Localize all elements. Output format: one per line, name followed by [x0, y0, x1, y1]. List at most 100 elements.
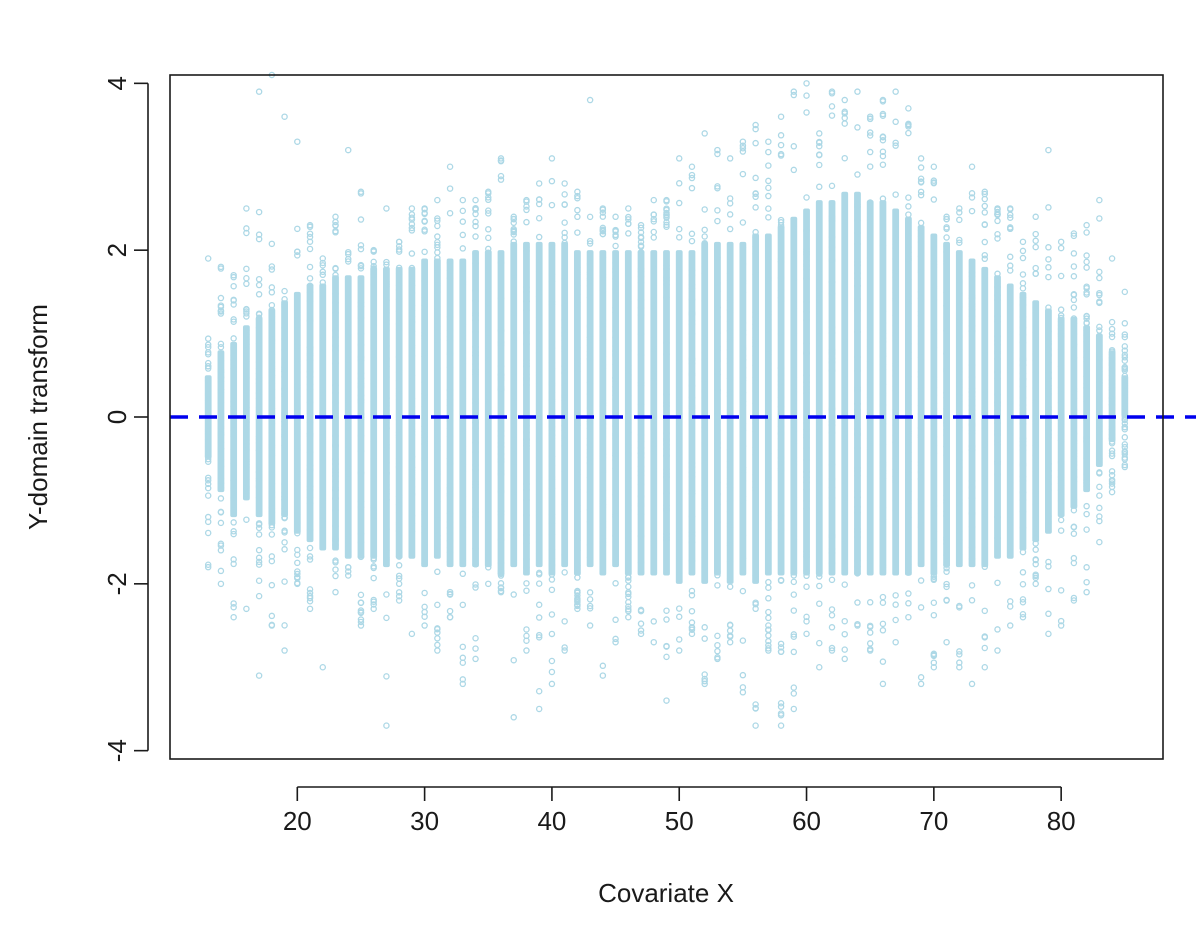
data-point	[408, 289, 416, 297]
data-point	[816, 453, 823, 461]
data-point	[994, 437, 1001, 445]
data-point	[408, 227, 416, 234]
data-point	[866, 234, 874, 242]
data-point	[688, 490, 696, 497]
data-point	[968, 555, 976, 563]
data-point	[968, 292, 976, 300]
data-point	[841, 338, 848, 345]
data-point	[726, 346, 734, 354]
dense-core	[408, 266, 416, 559]
data-point	[637, 559, 645, 566]
data-point	[1070, 502, 1078, 509]
data-point	[663, 534, 670, 541]
data-point	[421, 403, 428, 411]
data-point	[816, 464, 823, 471]
data-point	[968, 597, 976, 604]
data-point	[943, 426, 950, 433]
data-point	[981, 202, 989, 210]
data-point	[994, 391, 1001, 398]
data-point	[370, 556, 377, 563]
data-point	[459, 601, 467, 609]
data-point	[370, 352, 377, 360]
data-point	[866, 629, 874, 636]
data-point	[1032, 369, 1039, 377]
data-point	[828, 359, 836, 366]
data-point	[574, 515, 581, 523]
data-point	[765, 450, 772, 457]
data-point	[434, 239, 441, 246]
data-point	[344, 564, 352, 571]
data-point	[306, 448, 314, 456]
data-point	[637, 431, 645, 439]
data-point	[370, 379, 377, 387]
data-point	[828, 215, 836, 223]
data-point	[306, 275, 314, 282]
data-point	[319, 438, 327, 445]
data-point	[255, 577, 263, 584]
data-point	[535, 412, 543, 419]
data-point	[625, 598, 632, 606]
data-point	[1006, 512, 1014, 520]
data-point	[217, 303, 225, 311]
data-point	[294, 520, 301, 527]
data-point	[1019, 405, 1027, 413]
data-point	[319, 386, 327, 393]
data-point	[1032, 501, 1039, 508]
data-point	[599, 323, 607, 330]
data-point	[459, 320, 467, 328]
data-point	[306, 346, 314, 353]
data-point	[434, 303, 441, 311]
data-point	[1070, 405, 1078, 413]
data-point	[625, 475, 632, 483]
data-point	[230, 560, 237, 568]
data-point	[255, 324, 263, 332]
data-point	[281, 489, 288, 497]
data-point	[994, 369, 1001, 376]
dense-core	[217, 350, 225, 493]
data-point	[968, 373, 976, 381]
data-point	[586, 351, 594, 359]
data-point	[548, 473, 556, 481]
data-point	[599, 467, 607, 475]
data-point	[1096, 298, 1103, 305]
data-point	[357, 303, 365, 310]
data-point	[561, 316, 568, 324]
data-point	[1032, 442, 1039, 450]
data-point	[1096, 323, 1103, 331]
data-point	[510, 391, 517, 399]
data-point	[854, 533, 861, 541]
data-point	[625, 574, 632, 581]
data-point	[1019, 375, 1027, 383]
data-point	[879, 461, 887, 468]
point-column-49	[663, 196, 670, 704]
data-point	[408, 528, 416, 535]
data-point	[828, 112, 836, 119]
data-point	[968, 396, 976, 403]
data-point	[612, 259, 619, 267]
data-point	[459, 449, 467, 457]
data-point	[497, 456, 505, 463]
data-point	[726, 498, 734, 505]
point-column-63	[841, 96, 849, 663]
data-point	[204, 477, 212, 484]
data-point	[1096, 382, 1103, 390]
data-point	[255, 592, 263, 600]
data-point	[790, 166, 798, 174]
data-point	[421, 305, 428, 313]
data-point	[714, 582, 721, 589]
data-point	[879, 350, 887, 358]
data-point	[561, 501, 568, 508]
data-point	[459, 196, 467, 204]
data-point	[803, 583, 810, 591]
data-point	[726, 446, 734, 454]
data-point	[561, 180, 568, 187]
data-point	[548, 379, 556, 387]
data-point	[816, 432, 823, 440]
data-point	[497, 559, 505, 567]
data-point	[1083, 229, 1090, 236]
data-point	[459, 343, 467, 350]
data-point	[917, 175, 925, 182]
data-point	[714, 572, 721, 579]
data-point	[1121, 351, 1129, 359]
data-point	[828, 90, 836, 97]
